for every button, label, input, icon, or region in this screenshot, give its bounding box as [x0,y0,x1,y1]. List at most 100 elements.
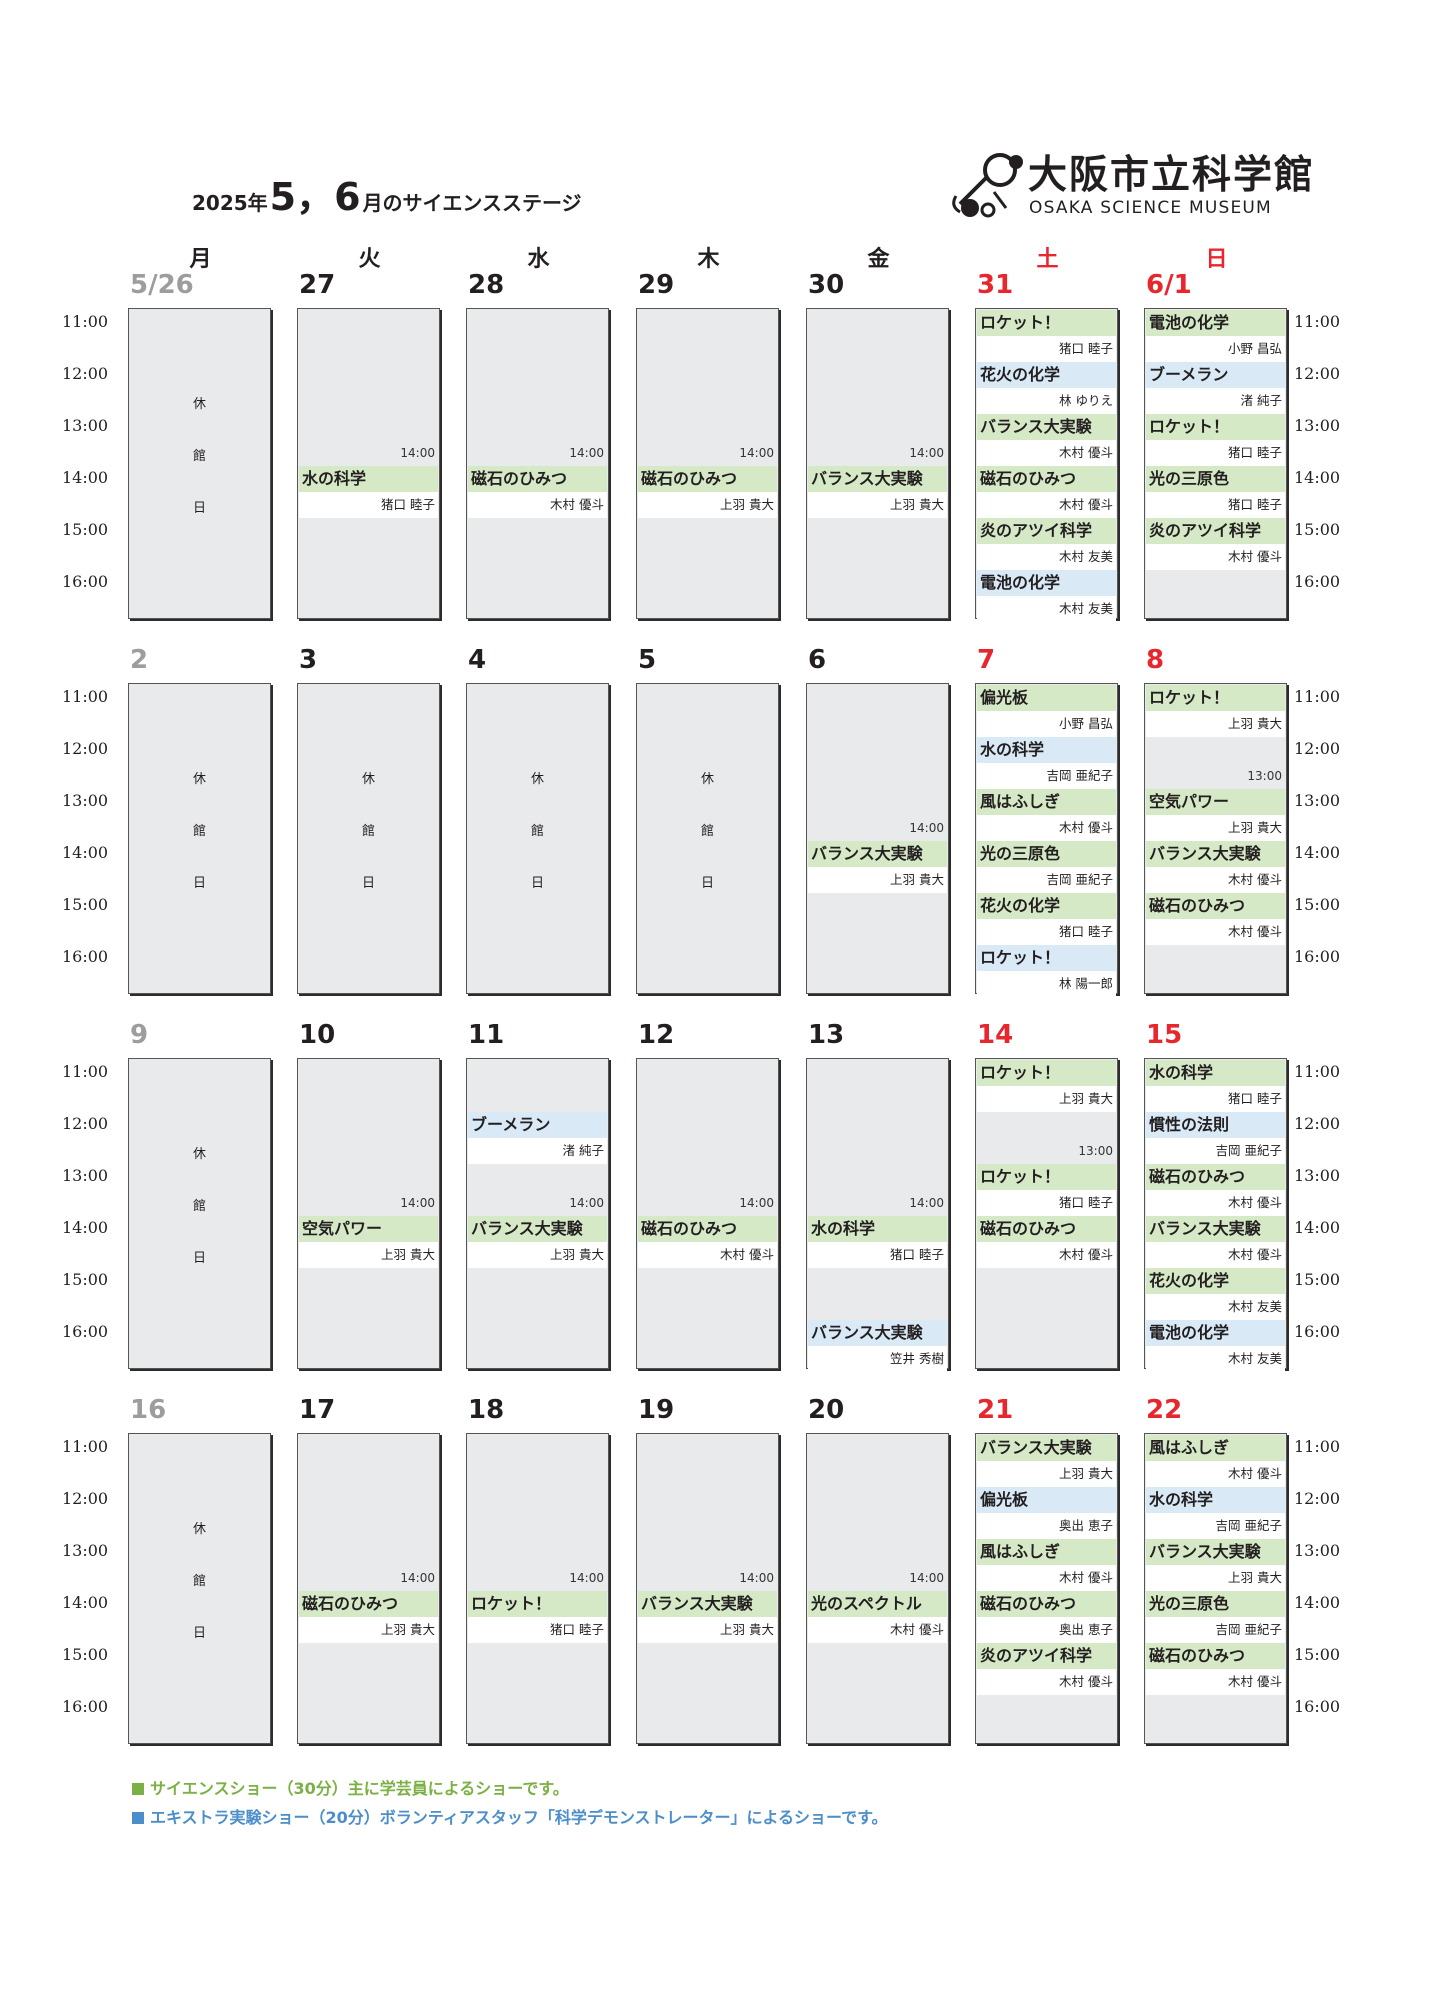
show-time-label: 13:00 [1078,1144,1113,1158]
closed-day-text: 日 [192,1626,206,1641]
show-slot[interactable]: 電池の化学 木村 友美 [1146,1320,1285,1372]
day-number: 29 [638,270,675,300]
show-slot[interactable]: 風はふしぎ 木村 優斗 [977,1539,1116,1591]
show-title: 光の三原色 [1146,1591,1285,1617]
show-title: 花火の化学 [977,893,1116,919]
show-slot[interactable]: 水の科学 吉岡 亜紀子 [1146,1487,1285,1539]
show-slot[interactable]: 偏光板 小野 昌弘 [977,685,1116,737]
time-label-left: 16:00 [62,1697,109,1716]
show-presenter: 渚 純子 [1146,388,1285,414]
show-time-label: 13:00 [1247,769,1282,783]
show-slot[interactable]: バランス大実験 木村 優斗 [1146,841,1285,893]
show-slot[interactable]: 磁石のひみつ 木村 優斗 [638,1216,777,1268]
show-slot[interactable]: 磁石のひみつ 上羽 貴大 [299,1591,438,1643]
day-number: 6/1 [1146,270,1192,300]
show-slot[interactable]: バランス大実験 上羽 貴大 [808,841,947,893]
show-title: ロケット！ [1146,414,1285,440]
show-slot[interactable]: ロケット！ 猪口 睦子 [468,1591,607,1643]
show-presenter: 吉岡 亜紀子 [1146,1617,1285,1643]
day-number: 17 [299,1395,336,1425]
show-slot[interactable]: ブーメラン渚 純子 [468,1112,607,1164]
show-title: 水の科学 [1146,1060,1285,1086]
show-slot[interactable]: 光の三原色 吉岡 亜紀子 [977,841,1116,893]
show-slot[interactable]: 電池の化学 小野 昌弘 [1146,310,1285,362]
time-label-left: 11:00 [62,1062,109,1081]
show-slot[interactable]: バランス大実験 上羽 貴大 [808,466,947,518]
time-label-right: 14:00 [1294,1593,1341,1612]
show-title: 風はふしぎ [977,1539,1116,1565]
closed-day-text: 日 [192,1251,206,1266]
show-slot[interactable]: 磁石のひみつ 木村 優斗 [977,466,1116,518]
museum-logo: 大阪市立科学館 OSAKA SCIENCE MUSEUM [948,138,1313,228]
closed-day-text: 館 [700,824,714,839]
show-title: 磁石のひみつ [638,1216,777,1242]
closed-day-text: 休 [192,772,206,787]
show-slot[interactable]: 偏光板 奥出 恵子 [977,1487,1116,1539]
show-title: 電池の化学 [1146,1320,1285,1346]
show-slot[interactable]: 慣性の法則 吉岡 亜紀子 [1146,1112,1285,1164]
show-presenter: 吉岡 亜紀子 [977,867,1116,893]
show-slot[interactable]: 花火の化学 木村 友美 [1146,1268,1285,1320]
show-slot[interactable]: ロケット！ 猪口 睦子 [977,1164,1116,1216]
show-slot[interactable]: 花火の化学林 ゆりえ [977,362,1116,414]
show-slot[interactable]: バランス大実験 木村 優斗 [1146,1216,1285,1268]
show-slot[interactable]: 磁石のひみつ 木村 優斗 [1146,1643,1285,1695]
show-slot[interactable]: 磁石のひみつ 奥出 恵子 [977,1591,1116,1643]
show-presenter: 木村 友美 [977,596,1116,622]
show-slot[interactable]: 光の三原色 猪口 睦子 [1146,466,1285,518]
show-slot[interactable]: 光のスペクトル 木村 優斗 [808,1591,947,1643]
show-title: バランス大実験 [1146,1539,1285,1565]
day-number: 4 [468,645,487,675]
show-slot[interactable]: バランス大実験 上羽 貴大 [638,1591,777,1643]
day-number: 20 [808,1395,845,1425]
show-slot[interactable]: バランス大実験 上羽 貴大 [1146,1539,1285,1591]
show-slot[interactable]: 花火の化学 猪口 睦子 [977,893,1116,945]
show-slot[interactable]: 磁石のひみつ 木村 優斗 [468,466,607,518]
time-label-left: 16:00 [62,1322,109,1341]
show-title: 磁石のひみつ [1146,893,1285,919]
legend-science-show-text: サイエンスショー（30分）主に学芸員によるショーです。 [150,1779,569,1798]
show-slot[interactable]: ブーメラン渚 純子 [1146,362,1285,414]
show-slot[interactable]: ロケット！ 猪口 睦子 [977,310,1116,362]
show-slot[interactable]: 水の科学 吉岡 亜紀子 [977,737,1116,789]
show-slot[interactable]: 磁石のひみつ 上羽 貴大 [638,466,777,518]
show-title: 風はふしぎ [977,789,1116,815]
show-slot[interactable]: 空気パワー 上羽 貴大 [1146,789,1285,841]
show-slot[interactable]: ロケット！ 上羽 貴大 [1146,685,1285,737]
time-label-left: 11:00 [62,687,109,706]
day-number: 16 [130,1395,167,1425]
show-slot[interactable]: ロケット！ 上羽 貴大 [977,1060,1116,1112]
day-number: 21 [977,1395,1014,1425]
show-slot[interactable]: 風はふしぎ 木村 優斗 [1146,1435,1285,1487]
show-slot[interactable]: 炎のアツイ科学 木村 友美 [977,518,1116,570]
day-cell: 14:00 ロケット！ 猪口 睦子 [466,1433,609,1744]
show-slot[interactable]: 電池の化学 木村 友美 [977,570,1116,622]
show-slot[interactable]: ロケット！林 陽一郎 [977,945,1116,997]
show-slot[interactable]: 炎のアツイ科学 木村 優斗 [977,1643,1116,1695]
show-slot[interactable]: 水の科学 猪口 睦子 [808,1216,947,1268]
day-cell: 14:00 磁石のひみつ 木村 優斗 [636,1058,779,1369]
show-slot[interactable]: 水の科学 猪口 睦子 [1146,1060,1285,1112]
show-slot[interactable]: バランス大実験 上羽 貴大 [468,1216,607,1268]
show-slot[interactable]: 水の科学 猪口 睦子 [299,466,438,518]
show-title: ロケット！ [977,310,1116,336]
show-slot[interactable]: バランス大実験 笠井 秀樹 [808,1320,947,1372]
show-slot[interactable]: バランス大実験 木村 優斗 [977,414,1116,466]
show-presenter: 木村 優斗 [977,815,1116,841]
time-label-right: 16:00 [1294,1697,1341,1716]
time-label-right: 16:00 [1294,947,1341,966]
show-slot[interactable]: バランス大実験 上羽 貴大 [977,1435,1116,1487]
show-slot[interactable]: 磁石のひみつ 木村 優斗 [1146,893,1285,945]
show-slot[interactable]: 炎のアツイ科学 木村 優斗 [1146,518,1285,570]
show-slot[interactable]: 空気パワー 上羽 貴大 [299,1216,438,1268]
legend-extra-show-text: エキストラ実験ショー（20分）ボランティアスタッフ「科学デモンストレーター」によ… [150,1808,888,1827]
show-time-label: 14:00 [909,821,944,835]
show-slot[interactable]: ロケット！ 猪口 睦子 [1146,414,1285,466]
time-label-left: 12:00 [62,364,109,383]
show-time-label: 14:00 [569,446,604,460]
show-title: バランス大実験 [808,466,947,492]
show-slot[interactable]: 光の三原色 吉岡 亜紀子 [1146,1591,1285,1643]
show-slot[interactable]: 磁石のひみつ 木村 優斗 [977,1216,1116,1268]
show-slot[interactable]: 磁石のひみつ 木村 優斗 [1146,1164,1285,1216]
show-slot[interactable]: 風はふしぎ 木村 優斗 [977,789,1116,841]
